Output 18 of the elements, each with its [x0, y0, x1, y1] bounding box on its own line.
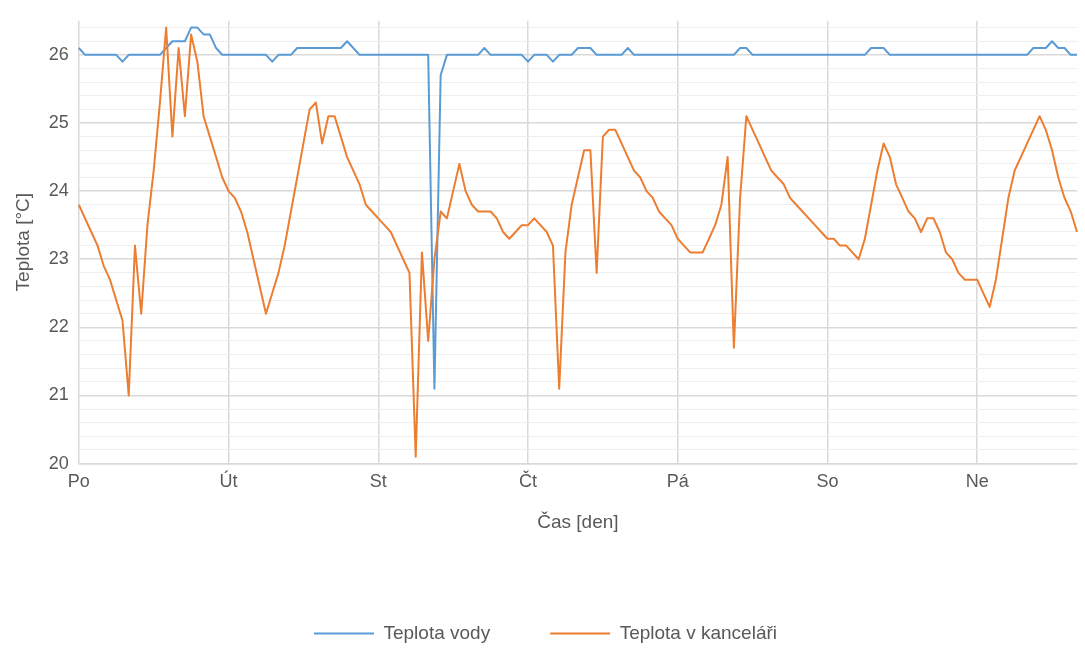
x-tick-label: St	[369, 471, 387, 492]
x-tick-label: So	[816, 471, 839, 492]
y-tick-label: 24	[48, 180, 69, 201]
x-tick-label: Ne	[965, 471, 989, 492]
y-tick-label: 20	[48, 452, 69, 473]
y-axis-title: Teplota [°C]	[11, 192, 33, 292]
y-tick-label: 23	[48, 248, 69, 269]
x-tick-label: Po	[67, 471, 90, 492]
x-tick-label: Pá	[666, 471, 690, 492]
y-tick-label: 21	[48, 384, 69, 405]
y-tick-label: 22	[48, 316, 69, 337]
legend-label: Teplota vody	[383, 621, 491, 643]
y-tick-label: 25	[48, 111, 69, 132]
legend-label: Teplota v kanceláři	[619, 621, 778, 643]
y-tick-label: 26	[48, 43, 69, 64]
x-tick-label: Čt	[519, 470, 537, 492]
x-axis-title: Čas [den]	[537, 510, 619, 532]
x-tick-label: Út	[219, 470, 238, 492]
